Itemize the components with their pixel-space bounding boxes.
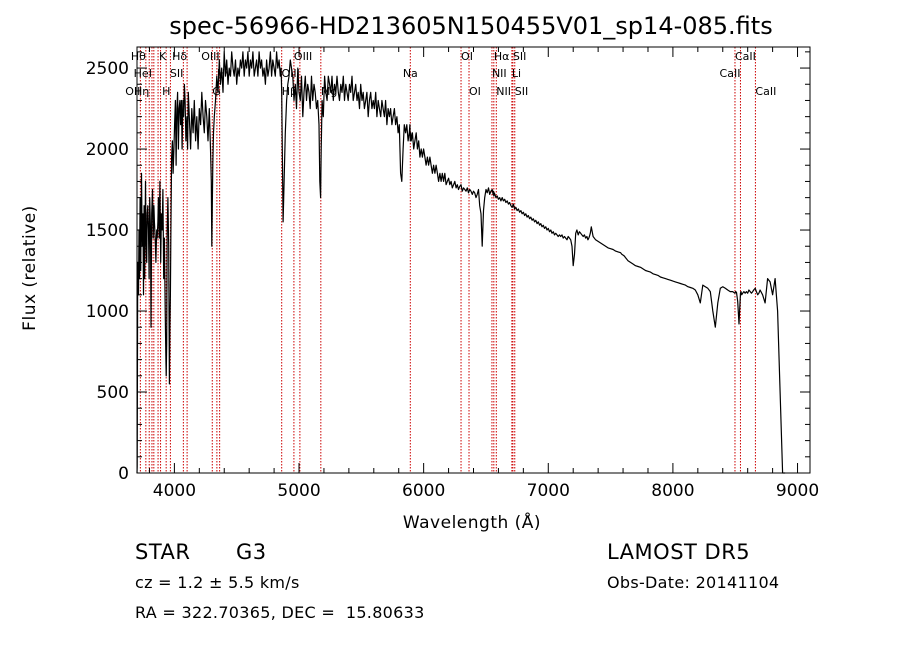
line-label: SII	[170, 67, 183, 80]
spectrum-line	[136, 51, 786, 474]
line-label: HeI	[134, 67, 152, 80]
survey-name: LAMOST DR5	[607, 540, 751, 564]
x-tick-label: 9000	[776, 481, 819, 501]
line-label: SII	[513, 50, 526, 63]
line-label: H	[162, 85, 170, 98]
chart-title: spec-56966-HD213605N150455V01_sp14-085.f…	[169, 12, 772, 40]
line-label: Hα	[494, 50, 510, 63]
line-label: CaII	[755, 85, 776, 98]
spectral-subclass: G3	[236, 540, 267, 564]
x-tick-label: 5000	[277, 481, 320, 501]
y-tick-label: 2000	[86, 140, 129, 160]
y-tick-label: 1500	[86, 221, 129, 241]
y-tick-label: 0	[118, 464, 129, 484]
line-markers	[139, 47, 756, 473]
plot-border	[136, 46, 811, 474]
line-label: OI	[469, 85, 481, 98]
line-label: CaII	[735, 50, 756, 63]
x-tick-label: 8000	[651, 481, 694, 501]
line-label: SII	[515, 85, 528, 98]
line-label: OIII	[201, 50, 219, 63]
x-tick-label: 7000	[527, 481, 570, 501]
line-label: OI	[461, 50, 473, 63]
line-label: K	[159, 50, 167, 63]
y-tick-label: 1000	[86, 302, 129, 322]
y-tick-label: 500	[97, 383, 129, 403]
x-axis-label: Wavelength (Å)	[403, 511, 541, 533]
line-label: Hδ	[172, 50, 187, 63]
redshift-cz: cz = 1.2 ± 5.5 km/s	[135, 573, 300, 592]
line-label: NII	[492, 67, 507, 80]
plot-frame: 4000 5000 6000 7000 8000 9000 0 500 1000 1500 2000…	[86, 46, 819, 501]
line-label: OIII	[294, 50, 312, 63]
line-label: Hθ	[131, 50, 146, 63]
object-type: STAR	[135, 540, 191, 564]
y-axis-label: Flux (relative)	[20, 205, 40, 331]
coordinates: RA = 322.70365, DEC = 15.80633	[135, 603, 425, 622]
line-label: OIII	[282, 67, 300, 80]
obs-date: Obs-Date: 20141104	[607, 573, 780, 592]
line-label: Li	[512, 67, 521, 80]
line-label: NII	[496, 85, 511, 98]
line-label: Na	[403, 67, 418, 80]
line-label: Hη	[134, 85, 149, 98]
x-tick-label: 6000	[402, 481, 445, 501]
line-label: CaII	[720, 67, 741, 80]
y-tick-label: 2500	[86, 59, 129, 79]
x-tick-label: 4000	[153, 481, 196, 501]
